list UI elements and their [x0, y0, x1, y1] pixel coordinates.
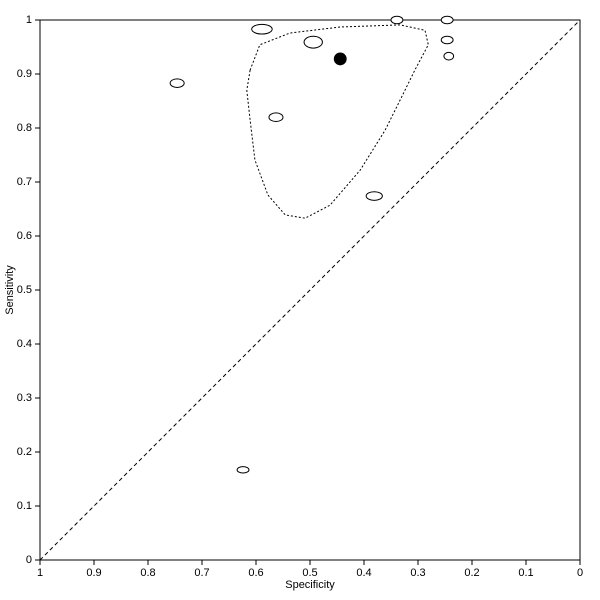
x-tick-label: 0.6 [248, 567, 263, 579]
x-tick-label: 0.3 [410, 567, 425, 579]
y-tick-label: 0.2 [17, 446, 32, 458]
x-tick-label: 0.2 [464, 567, 479, 579]
study-point [303, 35, 323, 49]
study-point [251, 23, 273, 35]
x-tick-label: 0.7 [194, 567, 209, 579]
y-tick-label: 0.8 [17, 122, 32, 134]
y-tick-label: 0.1 [17, 500, 32, 512]
y-tick-label: 0.6 [17, 230, 32, 242]
y-tick-label: 0 [26, 554, 32, 566]
y-tick-label: 0.4 [17, 338, 32, 350]
y-axis-label: Sensitivity [4, 265, 16, 315]
study-point [390, 15, 404, 25]
study-point [365, 191, 383, 201]
x-tick-label: 0.4 [356, 567, 371, 579]
y-tick-label: 0.3 [17, 392, 32, 404]
y-tick-label: 1 [26, 14, 32, 26]
study-point [440, 15, 454, 25]
y-tick-label: 0.5 [17, 284, 32, 296]
summary-point [333, 52, 347, 66]
x-tick-label: 0 [577, 567, 583, 579]
x-tick-label: 0.1 [518, 567, 533, 579]
study-point [236, 466, 250, 474]
x-tick-label: 0.9 [86, 567, 101, 579]
study-point [169, 78, 185, 89]
study-point [440, 35, 454, 45]
x-tick-label: 1 [37, 567, 43, 579]
x-tick-label: 0.8 [140, 567, 155, 579]
y-tick-label: 0.7 [17, 176, 32, 188]
study-point [443, 51, 455, 61]
x-axis-label: Specificity [285, 579, 335, 591]
x-tick-label: 0.5 [302, 567, 317, 579]
reference-diagonal [39, 19, 581, 561]
study-point [268, 112, 284, 123]
y-tick-label: 0.9 [17, 68, 32, 80]
